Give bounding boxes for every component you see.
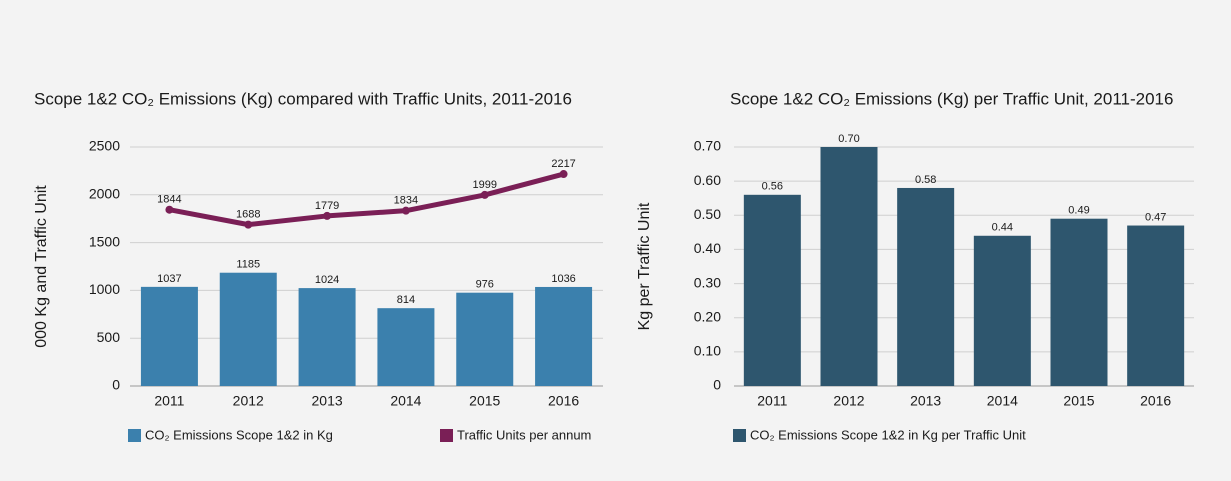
- y-tick-label: 0.70: [694, 138, 721, 154]
- line-point: [323, 211, 332, 220]
- bar: [219, 272, 277, 386]
- y-tick-label: 0.30: [694, 274, 721, 290]
- y-tick-label: 1000: [89, 281, 120, 297]
- line: [168, 171, 565, 228]
- line-point: [244, 220, 253, 229]
- data-label: 0.58: [915, 174, 936, 186]
- line-point: [165, 205, 174, 214]
- x-tick-label: 2011: [154, 393, 184, 409]
- y-tick-label: 0.10: [694, 343, 721, 359]
- bar: [1050, 218, 1108, 386]
- x-tick-label: 2012: [833, 393, 864, 409]
- y-tick-label: 0: [112, 377, 120, 393]
- y-tick-label: 2000: [89, 186, 120, 202]
- y-tick-label: 0.50: [694, 206, 721, 222]
- legend-swatch: [440, 429, 453, 442]
- y-axis-label: 000 Kg and Traffic Unit: [33, 185, 50, 348]
- bar: [298, 288, 356, 386]
- data-label: 1779: [315, 200, 339, 212]
- line-point: [559, 170, 568, 179]
- x-tick-label: 2013: [910, 393, 941, 409]
- bar: [973, 235, 1031, 386]
- bar: [535, 286, 593, 386]
- bar: [1127, 225, 1185, 386]
- data-label: 0.56: [762, 181, 783, 193]
- x-tick-label: 2014: [390, 393, 421, 409]
- x-tick-label: 2014: [987, 393, 1018, 409]
- data-label: 1688: [236, 209, 260, 221]
- x-tick-label: 2015: [1063, 393, 1094, 409]
- y-tick-label: 0: [713, 377, 721, 393]
- line-point: [401, 206, 410, 215]
- chart-title: Scope 1&2 CO₂ Emissions (Kg) per Traffic…: [730, 89, 1173, 108]
- data-label: 0.47: [1145, 211, 1166, 223]
- x-tick-label: 2012: [233, 393, 264, 409]
- bar: [456, 292, 514, 386]
- bar: [140, 286, 198, 386]
- data-label: 1844: [157, 194, 181, 206]
- x-tick-label: 2016: [1140, 393, 1171, 409]
- legend-swatch: [128, 429, 141, 442]
- x-tick-label: 2013: [312, 393, 343, 409]
- data-label: 976: [476, 279, 494, 291]
- data-label: 1037: [157, 273, 181, 285]
- legend-label: CO₂ Emissions Scope 1&2 in Kg per Traffi…: [750, 427, 1026, 442]
- y-tick-label: 2500: [89, 138, 120, 154]
- y-tick-label: 0.60: [694, 172, 721, 188]
- chart-title: Scope 1&2 CO₂ Emissions (Kg) compared wi…: [34, 89, 572, 108]
- panel: [8, 8, 1222, 473]
- y-tick-label: 500: [97, 329, 121, 345]
- legend-label: Traffic Units per annum: [457, 427, 591, 442]
- y-tick-label: 0.40: [694, 240, 721, 256]
- x-tick-label: 2016: [548, 393, 579, 409]
- bar: [897, 187, 955, 386]
- data-label: 2217: [551, 158, 575, 170]
- bar: [377, 308, 435, 386]
- data-label: 1185: [236, 259, 260, 271]
- data-label: 1834: [394, 195, 418, 207]
- data-label: 1999: [473, 179, 497, 191]
- y-axis-label: Kg per Traffic Unit: [636, 202, 653, 330]
- bar: [820, 147, 878, 386]
- x-tick-label: 2011: [757, 393, 787, 409]
- data-label: 1036: [551, 273, 575, 285]
- y-tick-label: 0.20: [694, 308, 721, 324]
- data-label: 814: [397, 294, 415, 306]
- data-label: 0.70: [838, 133, 859, 145]
- bar: [743, 194, 801, 386]
- data-label: 0.44: [992, 222, 1013, 234]
- legend-label: CO₂ Emissions Scope 1&2 in Kg: [145, 427, 333, 442]
- data-label: 0.49: [1068, 205, 1089, 217]
- x-tick-label: 2015: [469, 393, 500, 409]
- legend-swatch: [733, 429, 746, 442]
- y-tick-label: 1500: [89, 233, 120, 249]
- data-label: 1024: [315, 274, 339, 286]
- line-point: [480, 190, 489, 199]
